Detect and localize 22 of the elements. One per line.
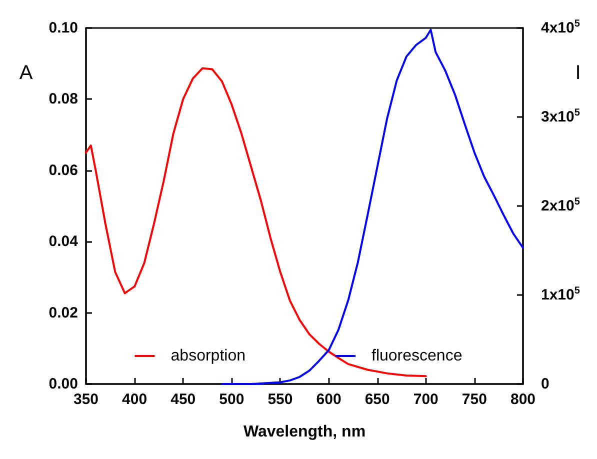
x-tick-label: 350 <box>73 391 99 408</box>
x-tick-label: 800 <box>510 391 536 408</box>
y-tick-label: 0.04 <box>48 233 79 250</box>
y-tick-label: 0.06 <box>48 162 78 179</box>
y-tick-label: 0.00 <box>48 376 78 392</box>
x-tick-label: 750 <box>462 391 487 408</box>
x-tick-label: 400 <box>122 391 148 408</box>
y2-axis-title: I <box>575 62 581 84</box>
x-tick-label: 550 <box>268 391 293 408</box>
x-tick-label: 700 <box>413 391 438 408</box>
x-axis-title: Wavelength, nm <box>243 424 366 440</box>
x-tick-label: 600 <box>316 391 342 408</box>
y2-tick-label: 0 <box>541 376 550 392</box>
x-tick-label: 450 <box>170 391 196 408</box>
y-tick-label: 0.02 <box>48 304 78 322</box>
x-tick-label: 650 <box>364 391 390 408</box>
y-axis-title: A <box>19 62 34 84</box>
legend-label: absorption <box>170 348 246 364</box>
x-tick-label: 500 <box>219 391 244 408</box>
y-tick-label: 0.10 <box>48 20 78 36</box>
legend-label: fluorescence <box>372 348 462 364</box>
y-tick-label: 0.08 <box>48 90 78 108</box>
